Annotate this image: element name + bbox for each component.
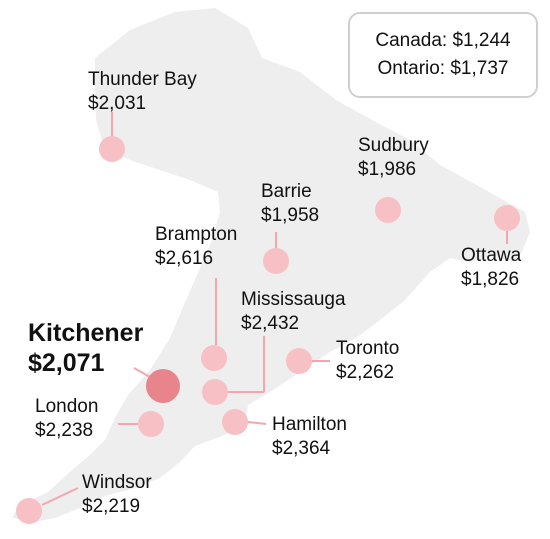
city-value: $2,238	[35, 420, 94, 441]
city-name: Thunder Bay	[88, 69, 197, 90]
city-dot-toronto	[286, 348, 312, 374]
average-rent-legend: Canada: $1,244 Ontario: $1,737	[348, 12, 538, 98]
label-london: London $2,238	[35, 395, 98, 443]
canada-average: Canada: $1,244	[375, 30, 511, 51]
city-name: Barrie	[261, 181, 312, 202]
city-value: $1,826	[461, 269, 520, 290]
city-dot-hamilton	[222, 409, 248, 435]
label-hamilton: Hamilton $2,364	[272, 413, 347, 461]
label-toronto: Toronto $2,262	[336, 337, 399, 385]
city-dot-brampton	[201, 345, 227, 371]
city-value: $2,364	[272, 438, 331, 459]
city-dot-sudbury	[375, 197, 401, 223]
city-dot-barrie	[263, 248, 289, 274]
city-value: $1,958	[261, 205, 320, 226]
label-kitchener: Kitchener $2,071	[28, 318, 143, 378]
city-value: $2,262	[336, 362, 395, 383]
leader-line-hamilton	[247, 421, 267, 425]
label-sudbury: Sudbury $1,986	[358, 134, 429, 182]
city-dot-thunder-bay	[99, 136, 125, 162]
label-ottawa: Ottawa $1,826	[461, 244, 521, 292]
city-name: Mississauga	[241, 289, 346, 310]
city-name: Kitchener	[28, 319, 144, 347]
city-dot-london	[138, 411, 164, 437]
city-name: Sudbury	[358, 135, 429, 156]
city-name: Brampton	[155, 224, 238, 245]
city-dot-mississauga	[202, 379, 228, 405]
label-windsor: Windsor $2,219	[82, 471, 152, 519]
city-name: Ottawa	[461, 245, 522, 266]
city-name: London	[35, 396, 99, 417]
city-value: $2,071	[28, 349, 105, 377]
city-name: Hamilton	[272, 414, 347, 435]
city-value: $2,432	[241, 313, 300, 334]
city-value: $2,219	[82, 496, 141, 517]
ontario-average: Ontario: $1,737	[377, 58, 509, 79]
city-dot-ottawa	[494, 205, 520, 231]
city-name: Windsor	[82, 472, 152, 493]
city-value: $2,616	[155, 248, 214, 269]
city-value: $2,031	[88, 93, 147, 114]
leader-line-windsor	[41, 487, 79, 506]
leader-line-kitchener	[133, 367, 151, 378]
label-mississauga: Mississauga $2,432	[241, 288, 346, 336]
city-name: Toronto	[336, 338, 400, 359]
city-dot-kitchener	[146, 369, 180, 403]
label-brampton: Brampton $2,616	[155, 223, 237, 271]
label-thunder-bay: Thunder Bay $2,031	[88, 68, 197, 116]
city-dots	[16, 136, 520, 524]
leader-lines	[41, 112, 508, 506]
city-value: $1,986	[358, 159, 417, 180]
label-barrie: Barrie $1,958	[261, 180, 319, 228]
city-dot-windsor	[16, 498, 42, 524]
